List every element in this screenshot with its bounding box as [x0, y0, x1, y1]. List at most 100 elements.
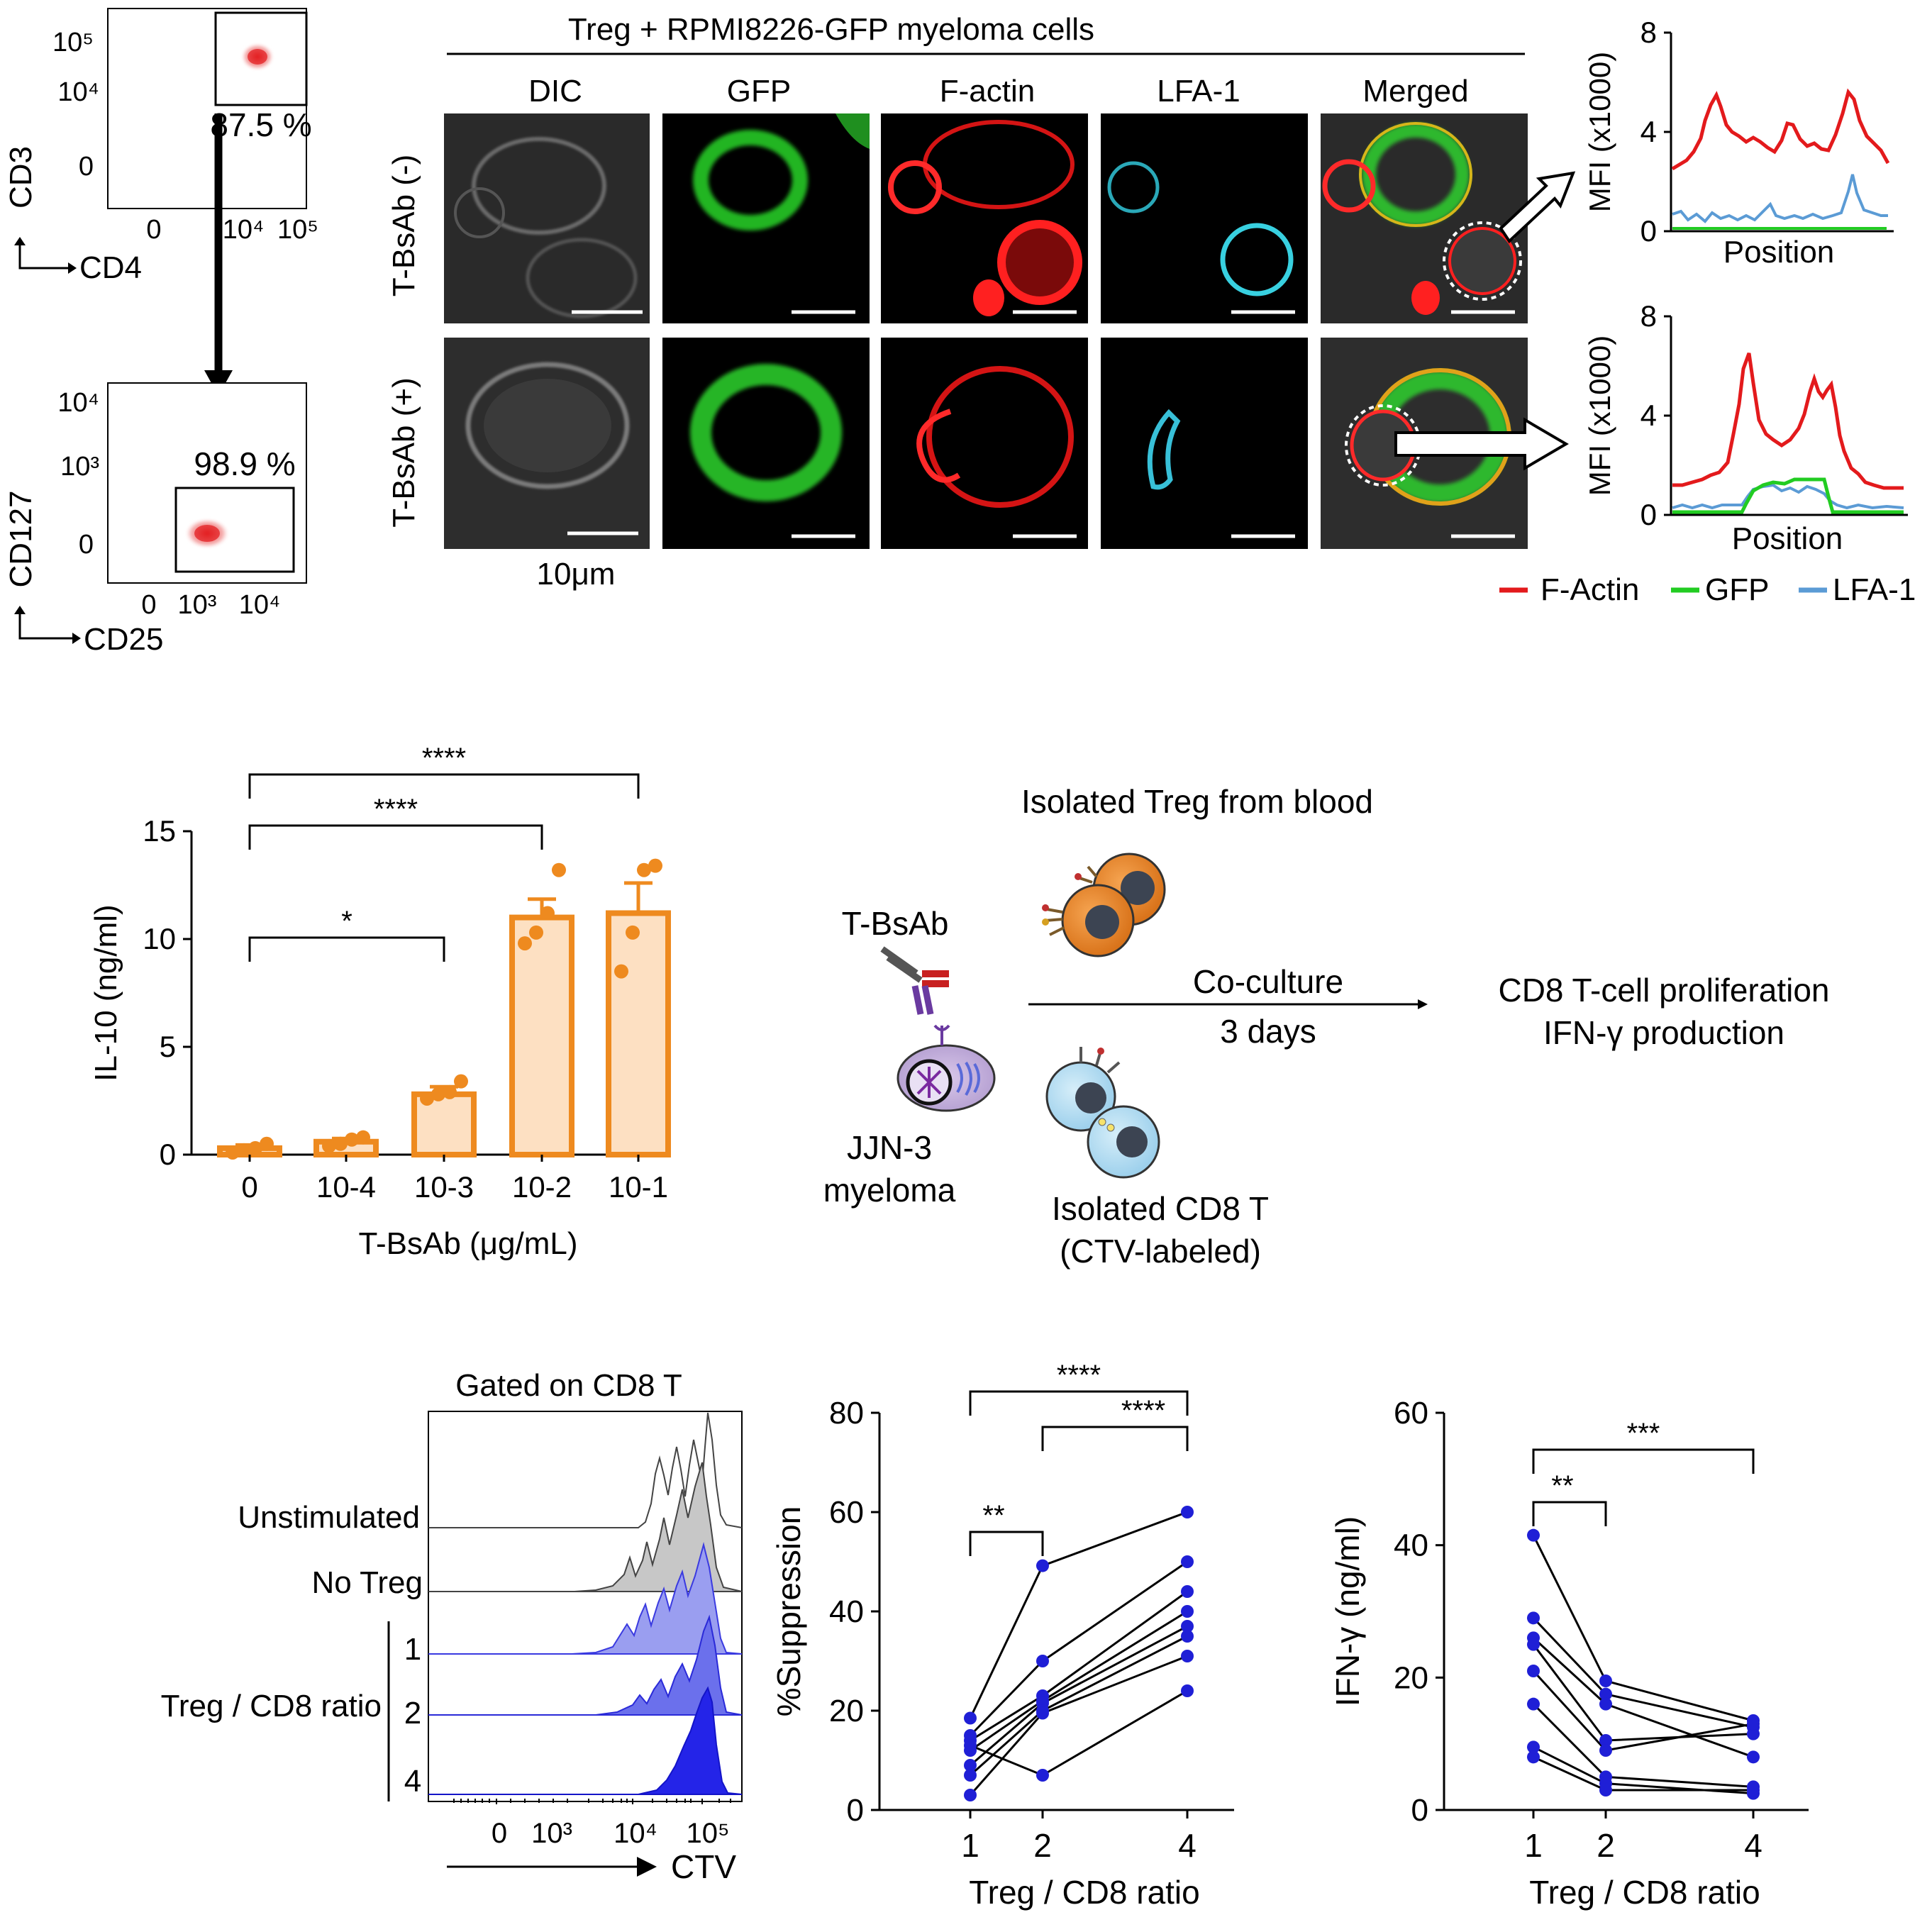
plot-frame — [107, 382, 307, 584]
histogram-trace-ratio-4 — [428, 1686, 743, 1795]
data-point-d2 — [1036, 1655, 1049, 1667]
channel-label: GFP — [727, 74, 791, 109]
y-tick-label: 60 — [829, 1495, 864, 1530]
receptor — [1042, 904, 1049, 911]
data-point-d8 — [1181, 1684, 1194, 1697]
data-point — [248, 1140, 262, 1155]
profile-plot-bottom: 8 4 0 MFI (x1000) Position — [1583, 299, 1908, 556]
il10-bar-chart: IL-10 (ng/ml) T-BsAb (μg/mL) 15 10 5 0 0 10-4… — [89, 743, 671, 1261]
ctv-histogram: Gated on CD8 T Unstimulated No Treg Treg… — [161, 1368, 743, 1885]
x-tick-label: 4 — [1178, 1827, 1197, 1864]
profile-legend: F-Actin GFP LFA-1 — [1499, 572, 1916, 607]
factin-trace — [1671, 88, 1890, 171]
merged-signal — [1322, 159, 1376, 213]
flow-cd127-cd25: 10⁴ 10³ 0 0 10³ 10⁴ 98.9 % CD127 CD25 — [4, 382, 307, 657]
data-point-d5 — [1527, 1665, 1540, 1677]
series-line-d7 — [969, 1655, 1188, 1796]
data-point-d1 — [1599, 1675, 1612, 1687]
data-point-d3 — [1599, 1697, 1612, 1711]
cd8-label: (CTV-labeled) — [1060, 1233, 1261, 1270]
ab-arm — [921, 985, 934, 1015]
lfa1-trace — [1672, 174, 1888, 223]
channel-label: DIC — [528, 74, 582, 109]
data-point-d6 — [1527, 1697, 1540, 1711]
legend-label: GFP — [1705, 572, 1769, 607]
cell-outline — [526, 238, 638, 318]
data-point-d5 — [1181, 1620, 1194, 1633]
y-tick: 0 — [1640, 214, 1657, 248]
ratio-label: Treg / CD8 ratio — [161, 1689, 382, 1723]
data-point — [518, 936, 532, 951]
ab-arm — [880, 946, 918, 976]
significance-label: **** — [1121, 1395, 1165, 1426]
y-tick-label: 0 — [160, 1138, 176, 1171]
data-point-d5 — [964, 1759, 977, 1772]
x-tick: 10⁵ — [277, 215, 318, 245]
significance-bracket — [248, 824, 543, 850]
x-axis-label: CD25 — [84, 622, 164, 657]
x-tick-label: 2 — [1597, 1827, 1615, 1864]
schematic: Isolated Treg from blood T-BsAb JJN-3 my… — [823, 783, 1830, 1270]
y-tick-label: 20 — [1394, 1660, 1428, 1695]
data-point-d5 — [1599, 1744, 1612, 1757]
significance-label: ** — [1551, 1470, 1573, 1501]
cell-cluster-core — [194, 525, 220, 542]
data-point — [626, 925, 640, 940]
target-label: JJN-3 — [847, 1129, 932, 1166]
y-axis-label: IFN-γ (ng/ml) — [1329, 1516, 1366, 1706]
gate-percentage: 98.9 % — [194, 445, 295, 482]
data-point-d7 — [964, 1789, 977, 1801]
organelle — [956, 1061, 980, 1096]
axis-arrowhead — [14, 606, 26, 614]
ab-domain — [922, 970, 949, 977]
data-point-d4 — [1747, 1727, 1760, 1740]
factin-signal — [926, 366, 1074, 508]
data-point — [443, 1084, 457, 1099]
factin-signal — [997, 220, 1082, 305]
ratio-value: 1 — [404, 1632, 421, 1667]
data-point-d7 — [1527, 1740, 1540, 1754]
y-tick: 8 — [1640, 16, 1657, 49]
nucleus — [1075, 1082, 1106, 1114]
image-bg — [1101, 338, 1308, 549]
x-tick: 10³ — [531, 1818, 572, 1849]
factin-trace — [1672, 352, 1904, 490]
suppression-chart: 80 60 40 20 0 1 2 4 Treg / CD8 ratio %Suppression… — [770, 1360, 1234, 1911]
y-tick: 10⁴ — [57, 77, 99, 107]
histogram-trace-ratio-2 — [428, 1614, 743, 1716]
cell-body — [484, 379, 611, 472]
significance-bracket — [1041, 1426, 1189, 1451]
y-tick-label: 15 — [143, 814, 176, 848]
histogram-row-label: No Treg — [311, 1565, 423, 1600]
data-point — [333, 1136, 348, 1151]
x-axis-label: CTV — [671, 1848, 736, 1885]
receptor — [1045, 865, 1098, 936]
image-merged-minus — [1321, 113, 1528, 323]
factin-signal — [973, 279, 1004, 316]
data-point-d6 — [964, 1769, 977, 1782]
nucleus — [1085, 905, 1119, 939]
data-point-d3 — [1181, 1585, 1194, 1598]
data-point — [614, 964, 628, 979]
significance-label: **** — [374, 794, 418, 825]
data-point — [237, 1143, 251, 1157]
y-axis-label: MFI (x1000) — [1583, 335, 1616, 496]
target-label: myeloma — [823, 1172, 956, 1209]
row-label: T-BsAb (-) — [387, 155, 421, 296]
data-point-d3 — [1747, 1750, 1760, 1764]
histogram-title: Gated on CD8 T — [455, 1368, 682, 1403]
series-line-d3 — [970, 1590, 1188, 1742]
x-tick: 10⁴ — [614, 1818, 657, 1849]
cell-outline — [472, 137, 606, 235]
cell-outline — [454, 187, 505, 238]
data-point-d8 — [1527, 1750, 1540, 1764]
y-tick: 10³ — [60, 452, 99, 482]
gfp-signal — [835, 113, 870, 149]
profile-arrow — [1499, 171, 1576, 244]
y-tick-label: 40 — [1394, 1528, 1428, 1563]
image-factin-minus — [881, 113, 1088, 323]
roi-outline — [1443, 221, 1522, 301]
receptor — [1097, 1048, 1104, 1055]
axis-arrow — [18, 610, 77, 640]
data-point — [226, 1145, 240, 1160]
